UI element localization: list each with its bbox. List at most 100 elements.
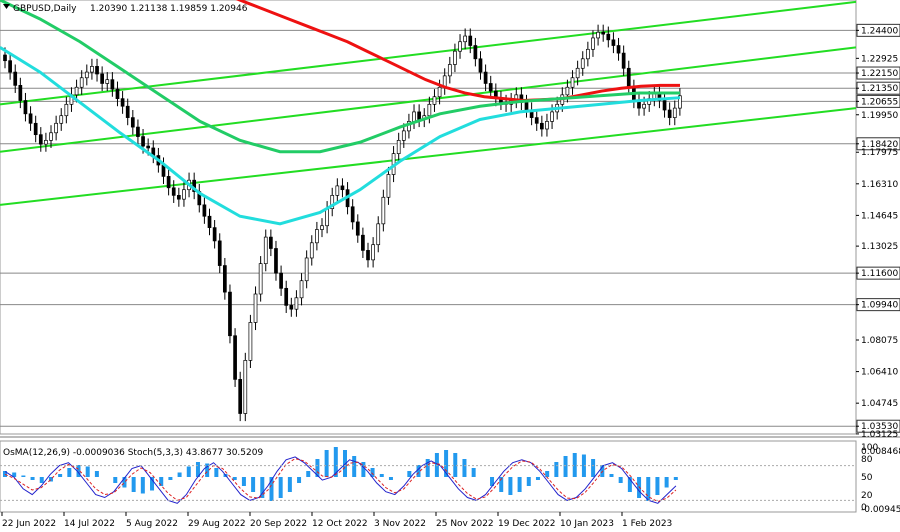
price-tick-label: 1.09940 (861, 301, 898, 311)
candle-body (100, 73, 104, 84)
osma-bar (232, 477, 237, 480)
date-tick-label: 12 Oct 2022 (312, 519, 368, 529)
candle-body (386, 174, 391, 198)
price-tick-label: 1.22925 (861, 54, 898, 64)
price-axis: 1.24400 1.22925 1.22150 1.21350 1.20655 1.199… (856, 23, 900, 440)
date-tick-label: 20 Sep 2022 (250, 519, 307, 529)
osma-bar (407, 471, 412, 477)
osma-bar (535, 477, 540, 480)
osma-bar (260, 477, 265, 498)
candle-body (672, 107, 677, 118)
sub-tick-label: 100 (861, 443, 878, 453)
candle-body (166, 176, 171, 189)
candle-body (396, 140, 401, 154)
osma-bar (416, 465, 421, 477)
candle-body (253, 293, 258, 323)
candle-body (417, 111, 421, 120)
candle-body (233, 335, 237, 380)
stochastic-lines (0, 456, 856, 504)
osma-bar (352, 456, 357, 477)
osma-bar (186, 466, 191, 477)
osma-bar (563, 456, 568, 477)
dropdown-triangle-icon[interactable] (3, 4, 10, 9)
candle-body (84, 71, 89, 79)
osma-bar (517, 477, 522, 492)
candle-body (361, 234, 365, 251)
candle-body (176, 195, 181, 200)
candle-body (473, 45, 478, 60)
price-tick-label: 1.22150 (861, 69, 898, 79)
osma-bar (526, 477, 531, 486)
candle-body (44, 140, 48, 145)
osma-bar (113, 477, 118, 483)
candle-body (269, 236, 273, 249)
indicator-label: OsMA(12,26,9) -0.0009036 Stoch(5,3,3) 43… (3, 448, 263, 458)
osma-bar (278, 477, 283, 498)
candle-body (427, 103, 432, 117)
candle-body (258, 263, 263, 295)
sub-tick-label: 0.0084682 (861, 447, 900, 457)
osma-histogram (3, 447, 678, 501)
osma-bar (251, 477, 256, 492)
candle-body (381, 196, 386, 225)
candle-body (565, 86, 570, 96)
price-tick-label: 1.06410 (861, 368, 898, 378)
osma-bar (508, 477, 513, 495)
osma-bar (122, 477, 127, 488)
channel-line (0, 107, 857, 206)
osma-bar (241, 477, 246, 486)
candle-body (59, 115, 64, 124)
candle-body (18, 85, 23, 101)
candle-body (217, 240, 222, 266)
candle-body (105, 79, 110, 84)
date-tick-label: 1 Feb 2023 (622, 519, 672, 529)
candle-body (616, 45, 621, 54)
osma-bar (297, 477, 302, 483)
date-tick-label: 14 Jul 2022 (64, 519, 115, 529)
candle-body (340, 185, 345, 191)
date-axis: 22 Jun 2022 14 Jul 2022 5 Aug 2022 29 Aug 2… (1, 512, 672, 529)
candle-body (146, 145, 151, 149)
candle-body (136, 126, 140, 137)
candle-body (678, 95, 682, 109)
candle-body (611, 39, 616, 46)
candle-body (580, 58, 585, 69)
candle-body (366, 250, 370, 261)
price-tick-label: 1.19950 (861, 111, 898, 121)
sub-tick-label: 80 (861, 455, 873, 465)
sub-tick-label: 20 (861, 491, 873, 501)
candle-body (289, 305, 294, 310)
osma-bar (379, 474, 384, 477)
candle-body (228, 291, 232, 337)
sub-axis: 100 80 50 20 0-0.0094570 0.0084682 (861, 443, 900, 515)
candle-body (621, 52, 626, 69)
candle-body (483, 71, 488, 84)
date-tick-label: 3 Nov 2022 (374, 519, 426, 529)
osma-bar (48, 477, 53, 482)
osma-bar (177, 472, 182, 477)
candle-body (171, 187, 176, 196)
osma-bar (287, 477, 292, 492)
candle-body (447, 64, 452, 77)
candle-body (23, 100, 28, 115)
candle-body (601, 31, 606, 35)
ema-green-line (0, 0, 680, 154)
candle-body (304, 257, 309, 282)
candle-body (13, 71, 18, 86)
price-tick-label: 1.11600 (861, 269, 898, 279)
candle-body (412, 111, 416, 122)
stoch-signal-line (4, 458, 677, 503)
candle-body (38, 134, 43, 145)
osma-bar (444, 450, 449, 477)
osma-bar (205, 463, 210, 477)
candle-body (570, 77, 575, 88)
candle-body (222, 265, 227, 293)
osma-bar (425, 459, 430, 477)
candle-body (279, 272, 283, 289)
price-tick-label: 1.21350 (861, 84, 898, 94)
candle-body (248, 322, 253, 361)
candle-body (534, 117, 539, 124)
candle-body (299, 280, 304, 299)
osma-bar (627, 477, 632, 492)
